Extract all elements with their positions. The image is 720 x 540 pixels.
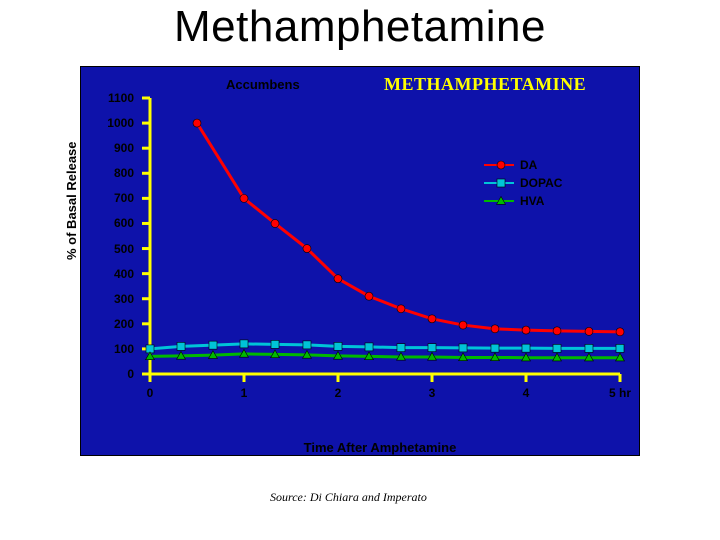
ytick-label: 1000 [100, 116, 134, 130]
ytick-label: 700 [100, 191, 134, 205]
legend-title: METHAMPHETAMINE [384, 74, 586, 95]
legend-item-da: DA [520, 158, 537, 172]
ytick-label: 1100 [100, 91, 134, 105]
ytick-label: 100 [100, 342, 134, 356]
legend-item-hva: HVA [520, 194, 544, 208]
ytick-label: 0 [100, 367, 134, 381]
legend-label: DA [520, 158, 537, 172]
page-title: Methamphetamine [0, 2, 720, 52]
chart-svg [140, 94, 630, 404]
accumbens-label: Accumbens [226, 77, 300, 92]
slide-root: Methamphetamine % of Basal Release Accum… [0, 0, 720, 540]
ytick-label: 200 [100, 317, 134, 331]
legend-item-dopac: DOPAC [520, 176, 562, 190]
ytick-label: 600 [100, 216, 134, 230]
x-axis-label: Time After Amphetamine [270, 440, 490, 455]
xtick-label: 4 [523, 386, 530, 400]
legend-label: DOPAC [520, 176, 562, 190]
xtick-label: 3 [429, 386, 436, 400]
xtick-label: 1 [241, 386, 248, 400]
y-axis-label: % of Basal Release [64, 141, 79, 260]
ytick-label: 900 [100, 141, 134, 155]
chart-plot-area [140, 94, 630, 404]
xtick-label: 2 [335, 386, 342, 400]
ytick-label: 300 [100, 292, 134, 306]
source-citation: Source: Di Chiara and Imperato [270, 490, 427, 505]
xtick-label: 0 [147, 386, 154, 400]
ytick-label: 500 [100, 242, 134, 256]
ytick-label: 800 [100, 166, 134, 180]
legend-label: HVA [520, 194, 544, 208]
xtick-label: 5 hr [609, 386, 631, 400]
ytick-label: 400 [100, 267, 134, 281]
